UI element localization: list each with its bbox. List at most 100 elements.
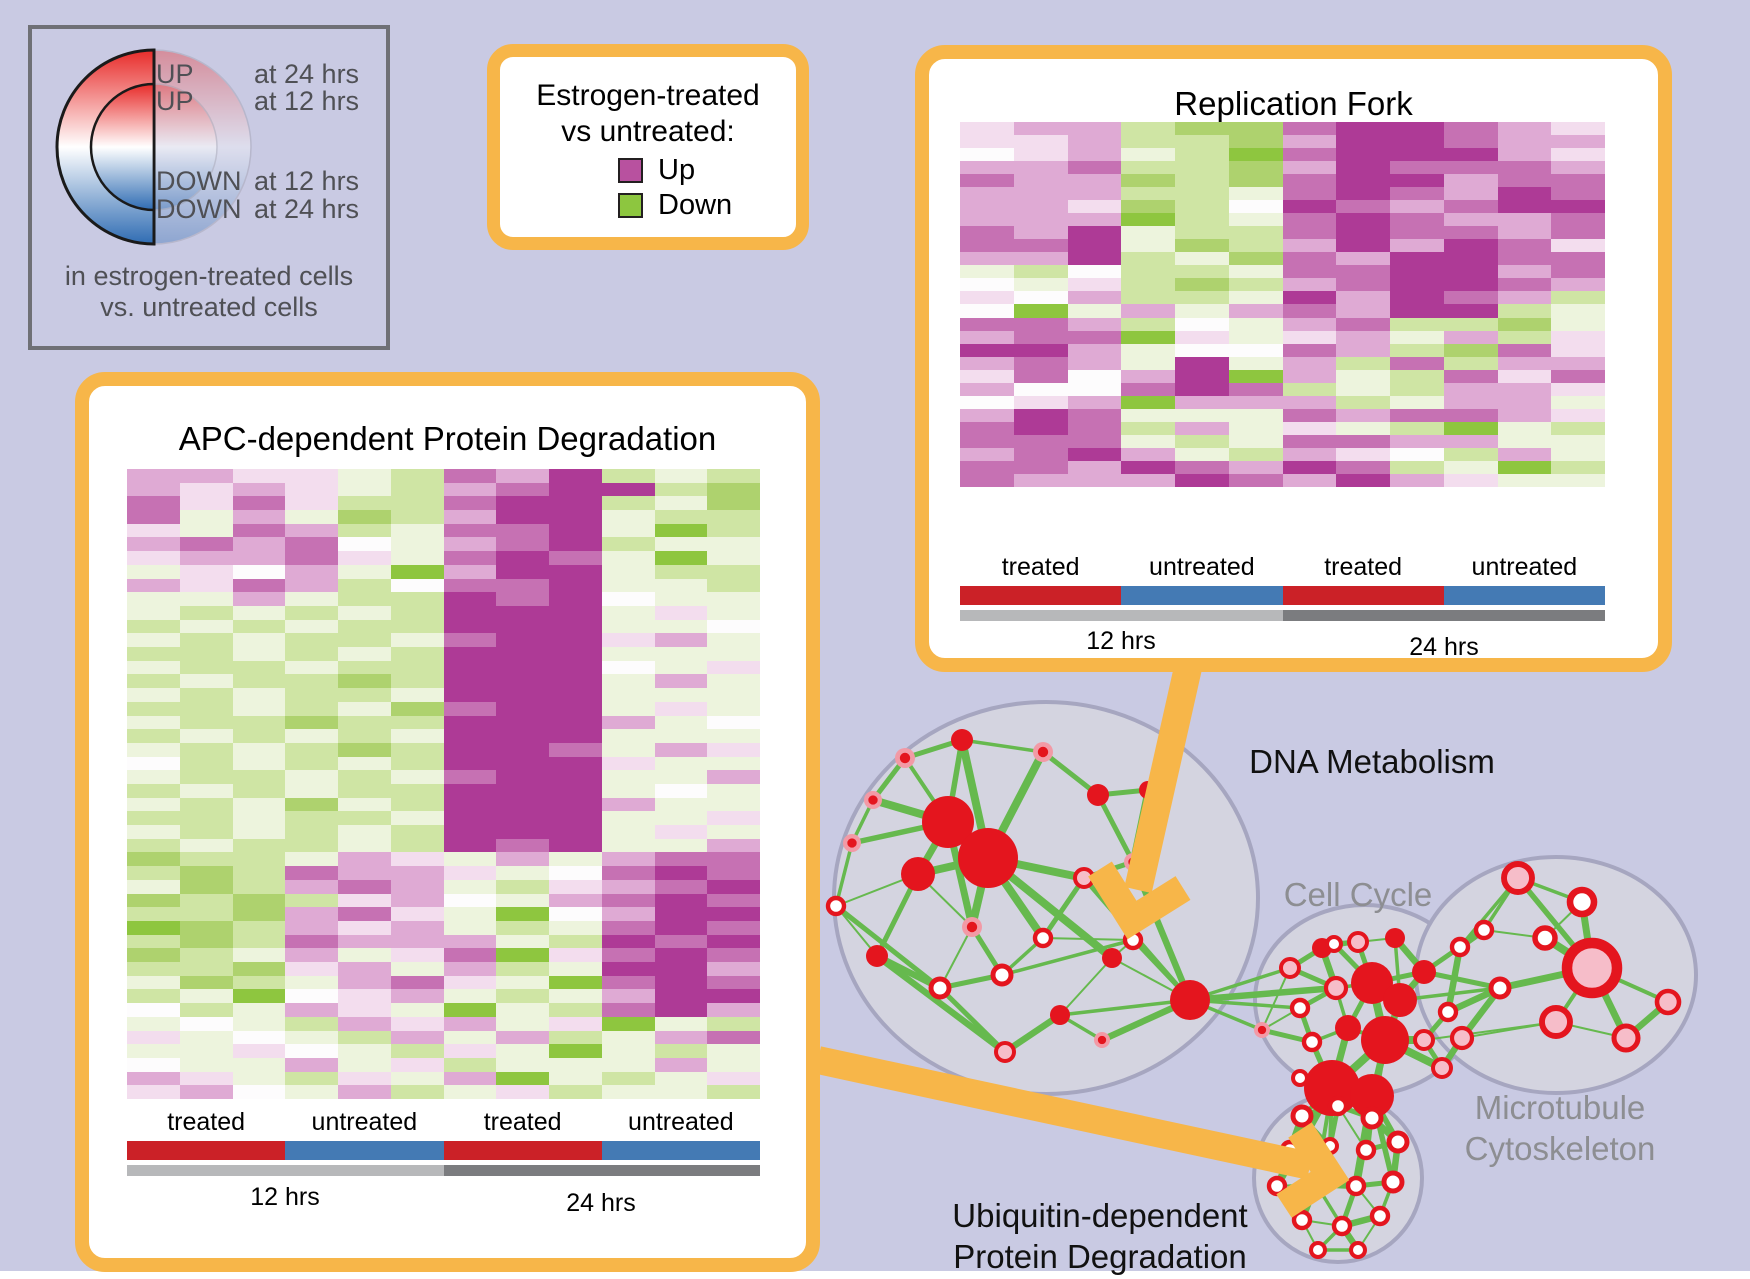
heatmap-cell <box>127 469 180 483</box>
heatmap-cell <box>1067 239 1122 253</box>
heatmap-cell <box>179 660 233 675</box>
heatmap-cell <box>285 729 338 743</box>
untreated-bar <box>1443 586 1605 605</box>
heatmap-cell <box>1175 447 1229 461</box>
heatmap-cell <box>1013 395 1068 409</box>
heatmap-cell <box>127 975 180 990</box>
heatmap-cell <box>1175 135 1229 149</box>
heatmap-cell <box>1336 148 1390 162</box>
heatmap-cell <box>127 1016 180 1031</box>
heatmap-cell <box>1551 174 1605 188</box>
heatmap-cell <box>338 770 391 784</box>
heatmap-cell <box>1282 356 1337 370</box>
network-node <box>1347 931 1369 953</box>
heatmap-cell <box>1175 408 1229 422</box>
heatmap-cell <box>1282 187 1337 201</box>
heatmap-cell <box>1497 226 1552 240</box>
heatmap-cell <box>1336 460 1390 474</box>
heatmap-cell <box>601 742 655 757</box>
heatmap-cell <box>1390 447 1444 461</box>
heatmap-cell <box>338 797 391 812</box>
heatmap-cell <box>1390 148 1444 162</box>
annotation-arrow-head <box>1088 861 1191 940</box>
12hrs-bar <box>127 1165 444 1176</box>
color-legend-title-line2: vs untreated: <box>561 115 735 148</box>
heatmap-cell <box>601 1057 655 1072</box>
heatmap-cell <box>549 962 602 976</box>
rf-group-label: untreated <box>1471 553 1578 581</box>
network-node <box>1449 1025 1475 1051</box>
heatmap-cell <box>1443 447 1498 461</box>
heatmap-cell <box>443 605 497 620</box>
network-node <box>1350 1074 1394 1118</box>
heatmap-cell <box>390 469 444 483</box>
heatmap-cell <box>1390 161 1444 175</box>
heatmap-cell <box>127 660 180 675</box>
heatmap-cell <box>127 948 180 963</box>
heatmap-cell <box>1443 239 1498 253</box>
rf-treatment-bars <box>960 586 1605 605</box>
heatmap-cell <box>1282 382 1337 396</box>
heatmap-cell <box>338 482 391 497</box>
apc-group-label: untreated <box>628 1108 734 1136</box>
heatmap-cell <box>390 756 444 771</box>
heatmap-cell <box>960 434 1014 448</box>
network-node <box>928 976 952 1000</box>
heatmap-cell <box>232 510 286 524</box>
heatmap-cell <box>443 975 497 990</box>
heatmap-cell <box>443 496 497 511</box>
rf-group-labels: treated untreated treated untreated <box>960 553 1605 582</box>
heatmap-cell <box>601 1003 655 1017</box>
heatmap-cell <box>1121 460 1175 474</box>
heatmap-cell <box>127 729 180 743</box>
heatmap-cell <box>1390 278 1444 292</box>
heatmap-cell <box>285 852 338 867</box>
heatmap-cell <box>1551 265 1605 279</box>
heatmap-cell <box>549 989 602 1004</box>
heatmap-cell <box>1121 200 1175 214</box>
heatmap-cell <box>601 605 655 620</box>
heatmap-cell <box>1228 330 1283 344</box>
heatmap-cell <box>338 879 391 894</box>
cluster-label-microtubule-line2: Cytoskeleton <box>1464 1130 1656 1167</box>
heatmap-cell <box>443 660 497 675</box>
network-node <box>1291 1069 1309 1087</box>
heatmap-cell <box>601 838 655 853</box>
heatmap-cell <box>127 523 180 538</box>
heatmap-cell <box>707 1071 760 1086</box>
heatmap-cell <box>1013 135 1068 149</box>
network-node-core <box>899 752 911 764</box>
heatmap-cell <box>707 838 760 853</box>
heatmap-cell <box>338 1030 391 1045</box>
heatmap-cell <box>443 469 497 483</box>
network-node <box>1170 980 1210 1020</box>
heatmap-cell <box>179 647 233 661</box>
heatmap-cell <box>601 907 655 921</box>
heatmap-cell <box>1443 317 1498 331</box>
heatmap-cell <box>1497 369 1552 383</box>
heatmap-cell <box>601 756 655 771</box>
heatmap-cell <box>1228 434 1283 448</box>
heatmap-cell <box>127 797 180 812</box>
heatmap-cell <box>1013 473 1068 487</box>
heatmap-cell <box>232 742 286 757</box>
heatmap-cell <box>1228 239 1283 253</box>
heatmap-cell <box>1336 239 1390 253</box>
heatmap-cell <box>127 989 180 1004</box>
heatmap-cell <box>707 633 760 648</box>
heatmap-cell <box>232 920 286 935</box>
heatmap-cell <box>1121 265 1175 279</box>
heatmap-cell <box>338 756 391 771</box>
network-edge <box>1059 957 1113 1016</box>
heatmap-cell <box>549 496 602 511</box>
heatmap-cell <box>1067 226 1122 240</box>
heatmap-cell <box>549 592 602 606</box>
heatmap-cell <box>654 825 708 839</box>
heatmap-cell <box>1282 304 1337 318</box>
heatmap-cell <box>1443 161 1498 175</box>
network-node <box>1539 1005 1573 1039</box>
heatmap-cell <box>707 469 760 483</box>
heatmap-cell <box>1497 239 1552 253</box>
heatmap-cell <box>654 482 708 497</box>
heatmap-cell <box>127 578 180 593</box>
